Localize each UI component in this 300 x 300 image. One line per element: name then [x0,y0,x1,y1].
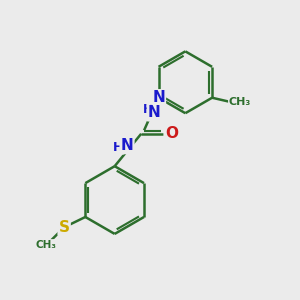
Text: N: N [121,138,134,153]
Text: S: S [58,220,70,235]
Text: H: H [113,141,123,154]
Text: CH₃: CH₃ [35,240,56,250]
Text: N: N [148,105,161,120]
Text: N: N [152,90,165,105]
Text: O: O [165,126,178,141]
Text: H: H [143,103,154,116]
Text: CH₃: CH₃ [229,97,251,106]
